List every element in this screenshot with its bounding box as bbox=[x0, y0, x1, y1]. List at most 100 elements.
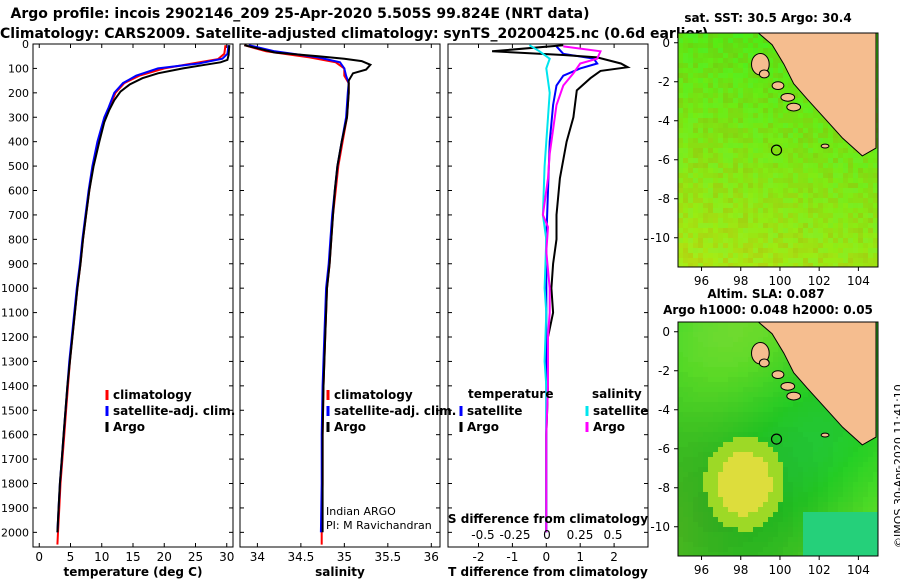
sla_map-cell bbox=[763, 392, 769, 398]
sst_map-cell bbox=[773, 98, 779, 104]
sst_map-cell bbox=[683, 188, 689, 194]
depth-tick-label: 1100 bbox=[1, 307, 29, 320]
sla_map-cell bbox=[798, 552, 804, 556]
sla_map-cell bbox=[688, 417, 694, 423]
sla_map-land bbox=[678, 322, 877, 446]
sla_map-cell bbox=[788, 462, 794, 468]
sst_map-cell bbox=[853, 258, 859, 264]
sla_map-cell bbox=[793, 512, 799, 518]
sla_map-cell bbox=[773, 437, 779, 443]
sst_map-cell bbox=[783, 143, 789, 149]
sla_map-cell bbox=[798, 472, 804, 478]
sla_map-cell bbox=[783, 372, 789, 378]
temperature-x-tick-label: 25 bbox=[188, 550, 203, 564]
depth-tick-label: 1000 bbox=[1, 282, 29, 295]
sst_map-cell bbox=[713, 258, 719, 264]
sst_map-cell bbox=[753, 218, 759, 224]
sla_map-cell bbox=[708, 417, 714, 423]
sla_map-cell bbox=[803, 467, 809, 473]
sst_map-cell bbox=[738, 178, 744, 184]
sst_map-cell bbox=[733, 33, 739, 39]
sla_map-cell bbox=[823, 477, 829, 483]
sla_map-cell bbox=[758, 372, 764, 378]
sst_map-cell bbox=[823, 218, 829, 224]
sla_map-cell bbox=[718, 447, 724, 453]
sst_map-cell bbox=[688, 198, 694, 204]
sla_map-cell bbox=[798, 422, 804, 428]
sst_map-cell bbox=[693, 258, 699, 264]
sla_map-cell bbox=[788, 427, 794, 433]
sst_map-cell bbox=[683, 128, 689, 134]
sst_map-cell bbox=[873, 168, 878, 174]
sst_map-cell bbox=[733, 58, 739, 64]
sla_map-cell bbox=[713, 482, 719, 488]
sst_map-cell bbox=[873, 208, 878, 214]
sla_map-cell bbox=[698, 407, 704, 413]
sst_map-cell bbox=[758, 133, 764, 139]
sla_map-cell bbox=[718, 387, 724, 393]
sst_map-cell bbox=[863, 228, 869, 234]
sla_map-cell bbox=[733, 357, 739, 363]
sst_map-cell bbox=[728, 78, 734, 84]
sst_map-cell bbox=[778, 58, 784, 64]
sst_map-cell bbox=[873, 233, 878, 239]
sst_map-cell bbox=[873, 203, 878, 209]
sst_map-cell bbox=[713, 218, 719, 224]
sst_map-cell bbox=[768, 133, 774, 139]
sla_map-cell bbox=[733, 447, 739, 453]
sst_map-cell bbox=[858, 213, 864, 219]
sst_map-cell bbox=[718, 83, 724, 89]
sla_map-cell bbox=[743, 332, 749, 338]
sst_map-cell bbox=[683, 33, 689, 39]
sla_map-cell bbox=[813, 437, 819, 443]
sla_map-cell bbox=[758, 492, 764, 498]
sla_map-cell bbox=[813, 527, 819, 533]
sla_map-cell bbox=[723, 347, 729, 353]
sla_map-cell bbox=[798, 442, 804, 448]
sla_map-cell bbox=[803, 522, 809, 528]
sla_map-cell bbox=[823, 552, 829, 556]
sla_map-cell bbox=[788, 417, 794, 423]
sla_map-cell bbox=[703, 427, 709, 433]
sst_map-cell bbox=[683, 103, 689, 109]
sst_map-cell bbox=[683, 83, 689, 89]
sst_map-cell bbox=[848, 218, 854, 224]
sla_map-cell bbox=[758, 407, 764, 413]
sst_map-cell bbox=[728, 103, 734, 109]
sla_map-cell bbox=[853, 477, 859, 483]
sla_map-cell bbox=[753, 547, 759, 553]
sla_map-cell bbox=[763, 427, 769, 433]
sst_map-cell bbox=[688, 163, 694, 169]
sla_map-cell bbox=[763, 497, 769, 503]
sst_map-cell bbox=[733, 48, 739, 54]
sla_map-cell bbox=[863, 482, 869, 488]
sst_map-cell bbox=[768, 88, 774, 94]
sla_map-cell bbox=[713, 402, 719, 408]
sla_map-cell bbox=[868, 482, 874, 488]
sla_map-cell bbox=[843, 482, 849, 488]
sla_map-cell bbox=[798, 527, 804, 533]
sla_map-cell bbox=[773, 542, 779, 548]
sst_map-cell bbox=[803, 183, 809, 189]
sst_map-x-tick-label: 102 bbox=[808, 274, 831, 288]
sst_map-cell bbox=[833, 198, 839, 204]
sla_map-cell bbox=[798, 537, 804, 543]
sla_map-cell bbox=[768, 372, 774, 378]
sla_map-cell bbox=[708, 487, 714, 493]
sla_map-cell bbox=[683, 397, 689, 403]
sst_map-cell bbox=[683, 203, 689, 209]
sla_map-cell bbox=[783, 357, 789, 363]
sla_map-cell bbox=[813, 522, 819, 528]
sst_map-cell bbox=[678, 203, 684, 209]
sst_map-cell bbox=[728, 38, 734, 44]
sst_map-cell bbox=[703, 78, 709, 84]
sla_map-cell bbox=[773, 482, 779, 488]
sst_map-cell bbox=[763, 118, 769, 124]
sst_map-cell bbox=[748, 233, 754, 239]
sla_map-cell bbox=[758, 427, 764, 433]
sla_map-cell bbox=[808, 432, 814, 438]
sst_map-cell bbox=[708, 43, 714, 49]
sla_map-cell bbox=[708, 422, 714, 428]
sst_map-cell bbox=[713, 98, 719, 104]
sst_map-cell bbox=[688, 33, 694, 39]
